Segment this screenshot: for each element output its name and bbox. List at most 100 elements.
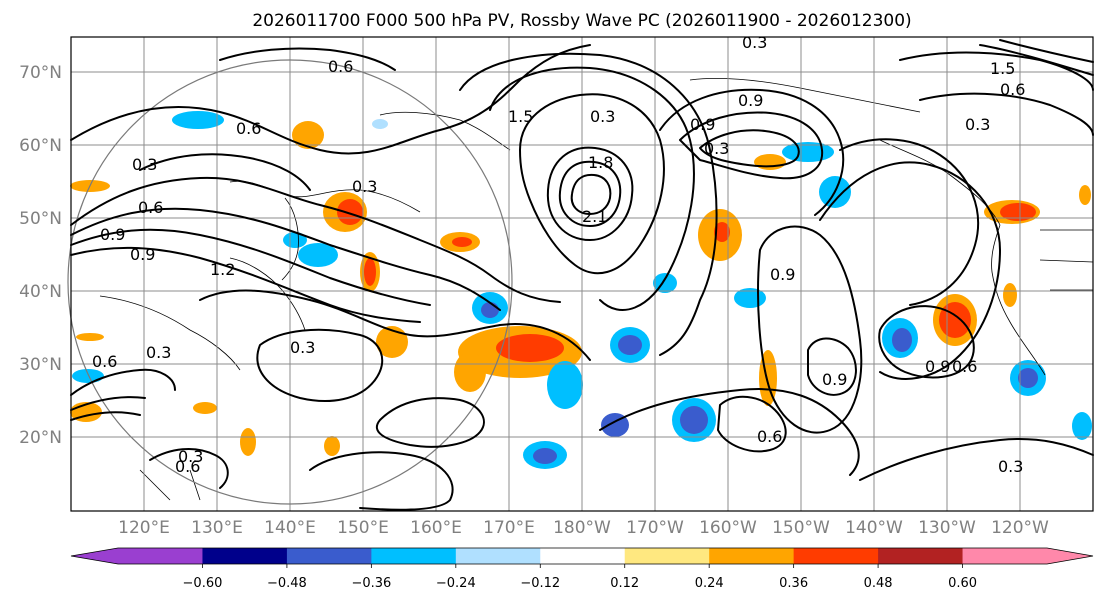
latitude-labels: 70°N 60°N 50°N 40°N 30°N 20°N bbox=[19, 63, 62, 448]
contour-label: 0.9 bbox=[770, 265, 795, 284]
lon-label-150w: 150°W bbox=[772, 518, 830, 538]
positive-anomaly-blob bbox=[193, 402, 217, 414]
pv-contour bbox=[999, 39, 1094, 63]
pv-contour bbox=[375, 397, 485, 448]
positive-anomaly-blob bbox=[496, 334, 564, 362]
positive-anomaly-blob bbox=[759, 350, 777, 406]
pv-contour bbox=[70, 228, 431, 306]
negative-anomaly-blob bbox=[1072, 412, 1092, 440]
positive-anomaly-blob bbox=[1079, 185, 1091, 205]
positive-anomaly-blob bbox=[754, 154, 786, 170]
contour-label: 0.3 bbox=[132, 155, 157, 174]
pv-contours bbox=[70, 39, 1094, 511]
colorbar-segment bbox=[793, 548, 879, 564]
colorbar: −0.60 −0.48 −0.36 −0.24 −0.12 0.12 0.24 0.36 0.4… bbox=[70, 547, 1094, 591]
contour-labels: 0.3 0.6 0.9 1.5 0.3 0.3 0.9 0.3 0.6 0.3 … bbox=[92, 33, 1025, 476]
contour-label: 0.6 bbox=[138, 198, 163, 217]
colorbar-tick-label: 0.60 bbox=[948, 576, 977, 591]
contour-label: 0.9 bbox=[690, 115, 715, 134]
positive-anomaly-blob bbox=[1000, 203, 1036, 221]
pv-contour bbox=[459, 52, 718, 356]
contour-label: 0.6 bbox=[175, 457, 200, 476]
pv-contour bbox=[70, 411, 141, 421]
lon-label-150e: 150°E bbox=[337, 518, 389, 538]
lon-label-140w: 140°W bbox=[845, 518, 903, 538]
lon-label-180w: 180°W bbox=[553, 518, 611, 538]
pv-contour bbox=[599, 388, 860, 476]
colorbar-tick-label: −0.12 bbox=[520, 576, 560, 591]
contour-label: 0.3 bbox=[146, 343, 171, 362]
positive-anomaly-blob bbox=[454, 352, 486, 392]
pv-contour bbox=[256, 328, 384, 402]
negative-anomaly-blob bbox=[892, 328, 912, 352]
pv-contour bbox=[558, 160, 622, 227]
negative-anomaly-blob bbox=[372, 119, 388, 129]
pv-contour bbox=[807, 337, 857, 396]
negative-anomaly-blob bbox=[298, 243, 338, 267]
pv-contour bbox=[699, 129, 800, 168]
colorbar-extend-low bbox=[71, 548, 118, 564]
pv-contour bbox=[70, 207, 501, 311]
pv-contour bbox=[878, 305, 975, 379]
contour-label: 0.6 bbox=[236, 119, 261, 138]
contour-label: 1.5 bbox=[508, 107, 533, 126]
contour-label: 0.9 bbox=[130, 245, 155, 264]
contour-label: 1.5 bbox=[990, 59, 1015, 78]
contour-label: 0.3 bbox=[290, 338, 315, 357]
contour-label: 2.1 bbox=[582, 207, 607, 226]
positive-anomaly-blob bbox=[364, 258, 376, 286]
positive-anomaly-blob bbox=[76, 333, 104, 341]
colorbar-tick-label: 0.12 bbox=[610, 576, 639, 591]
anomaly-shading bbox=[70, 111, 1092, 469]
contour-label: 0.6 bbox=[1000, 80, 1025, 99]
colorbar-segment bbox=[286, 548, 372, 564]
pv-contour bbox=[819, 161, 1001, 380]
colorbar-segment bbox=[540, 548, 626, 564]
positive-anomaly-blob bbox=[240, 428, 256, 456]
colorbar-segment bbox=[118, 548, 203, 564]
colorbar-tick-label: −0.24 bbox=[436, 576, 476, 591]
contour-label: 0.6 bbox=[757, 427, 782, 446]
pv-contour bbox=[679, 111, 824, 180]
pv-contour bbox=[659, 88, 845, 216]
contour-label: 0.3 bbox=[352, 177, 377, 196]
pv-contour bbox=[139, 153, 311, 191]
colorbar-tick-label: −0.60 bbox=[183, 576, 223, 591]
colorbar-segment bbox=[962, 548, 1048, 564]
colorbar-segment bbox=[624, 548, 710, 564]
lon-label-130w: 130°W bbox=[918, 518, 976, 538]
lon-label-160w: 160°W bbox=[699, 518, 757, 538]
reference-circle bbox=[67, 59, 513, 505]
contour-label: 0.9 bbox=[925, 357, 950, 376]
longitude-labels: 120°E 130°E 140°E 150°E 160°E 170°E 180°… bbox=[118, 518, 1049, 538]
pv-contour bbox=[199, 289, 591, 361]
contour-label: 0.6 bbox=[328, 57, 353, 76]
contour-label: 0.3 bbox=[998, 457, 1023, 476]
pv-contour bbox=[717, 395, 787, 453]
lon-label-120e: 120°E bbox=[118, 518, 170, 538]
contour-label: 0.9 bbox=[738, 91, 763, 110]
pv-contour bbox=[70, 396, 146, 411]
lat-label-60n: 60°N bbox=[19, 136, 62, 156]
colorbar-tick-label: 0.48 bbox=[864, 576, 893, 591]
lat-label-50n: 50°N bbox=[19, 209, 62, 229]
contour-label: 0.9 bbox=[100, 225, 125, 244]
negative-anomaly-blob bbox=[618, 335, 642, 355]
contour-label: 0.3 bbox=[965, 115, 990, 134]
pv-contour bbox=[546, 146, 634, 241]
colorbar-segments bbox=[118, 548, 1048, 564]
pv-contour bbox=[489, 66, 695, 311]
pv-contour bbox=[757, 225, 863, 434]
positive-anomaly-blob bbox=[337, 199, 363, 225]
colorbar-segment bbox=[202, 548, 288, 564]
lon-label-120w: 120°W bbox=[991, 518, 1049, 538]
positive-anomaly-blob bbox=[452, 237, 472, 247]
negative-anomaly-blob bbox=[680, 406, 708, 434]
lat-label-20n: 20°N bbox=[19, 428, 62, 448]
pv-contour bbox=[519, 93, 665, 275]
pv-contour bbox=[149, 448, 229, 489]
colorbar-tick-label: 0.36 bbox=[779, 576, 808, 591]
negative-anomaly-blob bbox=[283, 232, 307, 248]
pv-contour bbox=[219, 47, 396, 71]
colorbar-tick-label: −0.48 bbox=[267, 576, 307, 591]
